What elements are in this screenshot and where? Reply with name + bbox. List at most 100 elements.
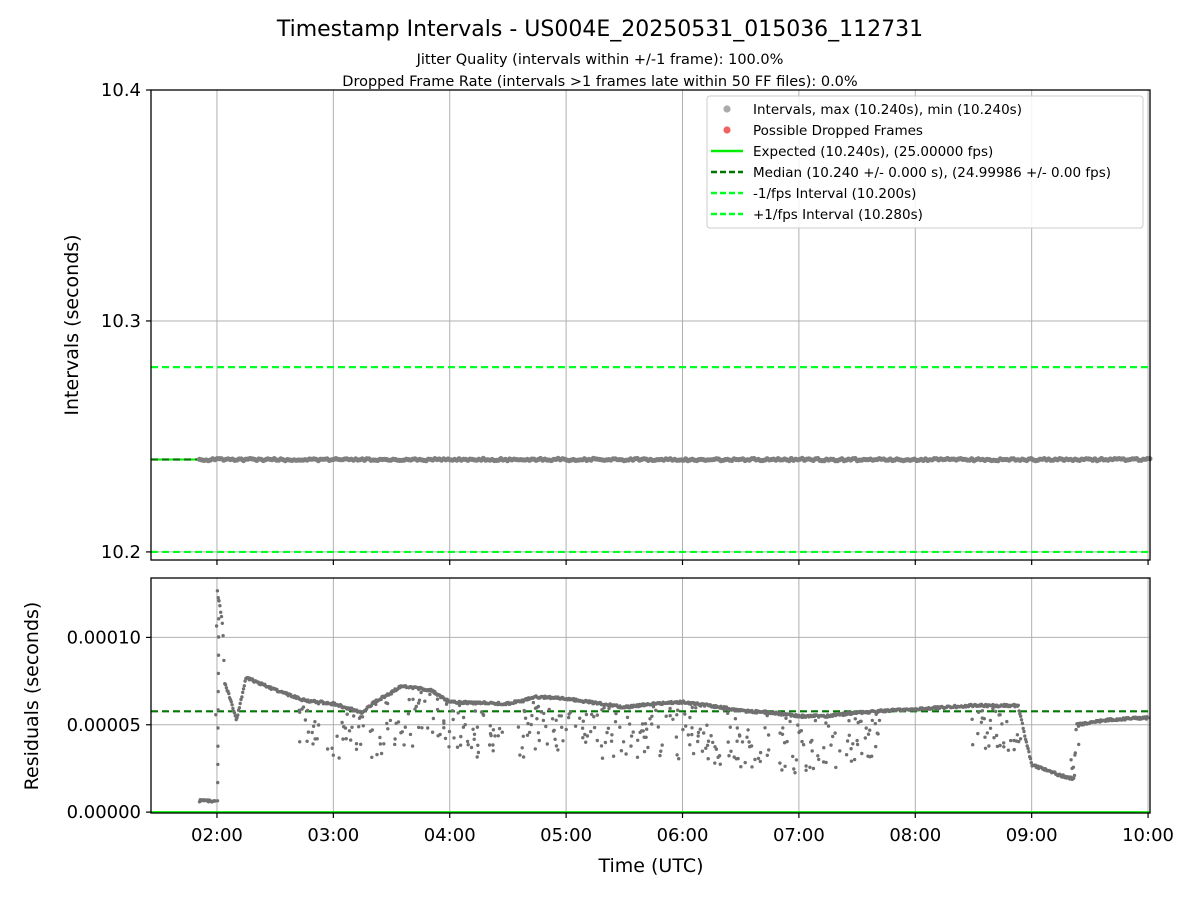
- residual-point: [875, 731, 879, 735]
- residual-point: [671, 717, 675, 721]
- residual-point: [419, 690, 423, 695]
- residual-point: [793, 771, 797, 775]
- residual-point: [778, 761, 782, 765]
- residual-point: [580, 726, 585, 730]
- residual-point: [983, 746, 988, 750]
- residual-point: [520, 746, 524, 750]
- residual-point: [227, 691, 231, 696]
- x-tick-label: 03:00: [307, 825, 359, 846]
- legend-marker: [723, 126, 731, 134]
- residual-point: [877, 718, 882, 723]
- bottom-y-axis-label: Residuals (seconds): [21, 602, 43, 791]
- residual-point: [675, 713, 679, 717]
- residual-point: [1000, 722, 1004, 726]
- residual-point: [971, 743, 975, 747]
- residual-point: [855, 742, 860, 747]
- residual-point: [232, 711, 237, 715]
- bottom-y-tick-label: 0.00010: [67, 627, 141, 648]
- residual-point: [745, 735, 749, 739]
- residual-point: [674, 735, 679, 739]
- residual-point: [417, 698, 422, 702]
- residual-point: [860, 751, 864, 756]
- residual-point: [1002, 741, 1006, 745]
- residual-point: [216, 635, 221, 639]
- residual-point: [382, 742, 386, 746]
- residual-point: [1072, 776, 1076, 780]
- residual-point: [595, 713, 599, 717]
- residual-point: [643, 722, 648, 726]
- residual-point: [691, 751, 696, 756]
- residual-point: [530, 713, 534, 718]
- residual-point: [592, 715, 596, 719]
- residual-point: [995, 744, 1000, 749]
- residual-point: [305, 739, 309, 743]
- residual-point: [704, 746, 708, 750]
- residual-point: [431, 716, 436, 721]
- residual-point: [216, 780, 220, 785]
- residual-point: [1029, 761, 1034, 765]
- residual-point: [214, 713, 218, 717]
- residual-point: [537, 738, 541, 743]
- x-tick-label: 05:00: [540, 825, 592, 846]
- residual-point: [1027, 750, 1031, 754]
- residual-point: [216, 744, 220, 748]
- residual-point: [718, 762, 722, 766]
- x-tick-label: 06:00: [657, 825, 709, 846]
- residual-point: [979, 720, 984, 724]
- residual-point: [675, 753, 679, 757]
- residual-point: [1076, 724, 1081, 728]
- residual-point: [698, 727, 702, 731]
- residual-point: [389, 692, 394, 696]
- residual-point: [472, 732, 477, 736]
- residual-point: [525, 733, 530, 737]
- residual-point: [659, 749, 663, 753]
- residual-point: [236, 713, 240, 717]
- residual-point: [465, 739, 470, 744]
- residual-point: [600, 756, 605, 760]
- residual-point: [739, 765, 743, 769]
- chart-subtitle-dropped: Dropped Frame Rate (intervals >1 frames …: [342, 74, 857, 90]
- residual-point: [758, 759, 762, 764]
- residual-point: [410, 744, 415, 748]
- residual-point: [746, 728, 750, 732]
- residual-point: [804, 764, 808, 768]
- residual-point: [796, 723, 800, 727]
- residual-point: [736, 756, 740, 761]
- residual-point: [609, 739, 614, 743]
- residual-point: [870, 718, 874, 723]
- residual-point: [583, 732, 587, 737]
- residual-point: [713, 761, 717, 765]
- residual-point: [831, 734, 835, 739]
- residual-point: [985, 731, 989, 735]
- residual-point: [400, 730, 404, 734]
- residual-point: [216, 671, 221, 676]
- residual-point: [378, 742, 383, 746]
- residual-point: [729, 749, 733, 753]
- residual-point: [385, 701, 390, 706]
- residual-point: [590, 712, 594, 717]
- residual-point: [874, 744, 878, 749]
- residual-point: [469, 745, 474, 750]
- residual-point: [705, 723, 709, 727]
- residual-point: [780, 768, 784, 772]
- residual-point: [536, 704, 541, 709]
- residual-point: [435, 707, 440, 712]
- residual-point: [645, 727, 649, 731]
- residual-point: [316, 723, 321, 727]
- residual-point: [305, 708, 310, 713]
- legend-items: Intervals, max (10.240s), min (10.240s) P…: [711, 102, 1111, 223]
- residual-point: [619, 749, 624, 753]
- residual-point: [516, 725, 521, 729]
- residual-point: [370, 755, 374, 759]
- residual-point: [216, 653, 221, 657]
- x-tick-label: 02:00: [191, 825, 243, 846]
- residual-point: [870, 754, 874, 758]
- residual-point: [435, 697, 440, 701]
- chart-subtitle-jitter: Jitter Quality (intervals within +/-1 fr…: [416, 52, 784, 68]
- residual-point: [539, 710, 543, 714]
- residual-point: [497, 726, 502, 731]
- x-tick-label: 07:00: [773, 825, 825, 846]
- residual-point: [690, 705, 694, 710]
- residual-point: [340, 720, 344, 725]
- residual-point: [863, 736, 867, 740]
